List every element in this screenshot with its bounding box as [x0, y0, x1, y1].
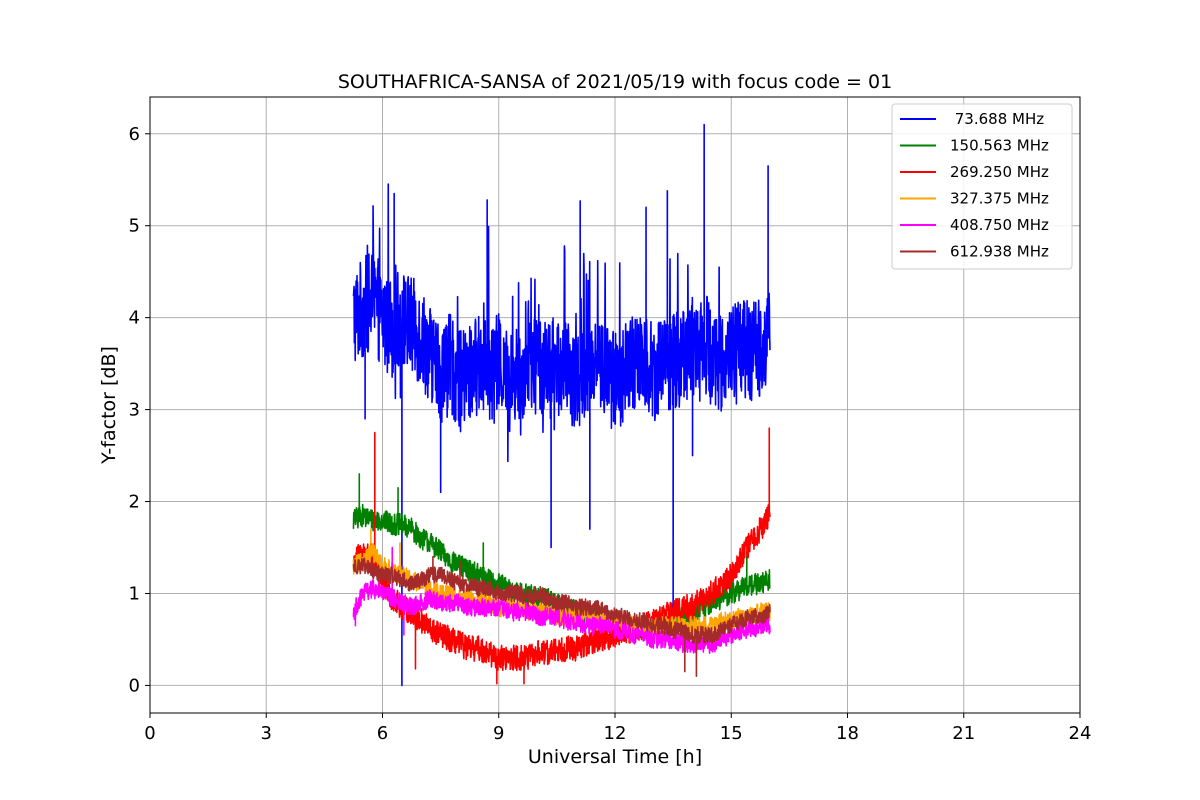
- y-tick-label: 0: [129, 675, 140, 696]
- series-line-4: [352, 546, 771, 654]
- y-tick-label: 5: [129, 216, 140, 237]
- legend-entry: 408.750 MHz: [950, 216, 1049, 234]
- x-tick-label: 21: [952, 723, 975, 744]
- y-tick-label: 6: [129, 124, 140, 145]
- y-axis-label: Y-factor [dB]: [98, 346, 120, 465]
- x-axis: 0 3 6 9 12 15 18 21 24: [144, 713, 1091, 744]
- legend-box: [891, 103, 1073, 270]
- legend-entry: 269.250 MHz: [950, 163, 1049, 181]
- y-tick-label: 4: [129, 308, 140, 329]
- legend-entry: 327.375 MHz: [950, 190, 1049, 208]
- legend: 73.688 MHz 150.563 MHz 269.250 MHz 327.375 …: [891, 103, 1073, 270]
- y-axis: 0 1 2 3 4 5 6: [129, 124, 150, 696]
- x-tick-label: 24: [1069, 723, 1092, 744]
- chart-title: SOUTHAFRICA-SANSA of 2021/05/19 with foc…: [338, 71, 892, 93]
- series-line-2: [352, 427, 771, 685]
- x-tick-label: 18: [836, 723, 859, 744]
- legend-entry: 612.938 MHz: [950, 243, 1049, 261]
- x-axis-label: Universal Time [h]: [528, 746, 702, 768]
- x-tick-label: 0: [144, 723, 155, 744]
- legend-entry: 73.688 MHz: [950, 110, 1044, 128]
- x-tick-label: 6: [377, 723, 388, 744]
- y-tick-label: 2: [129, 492, 140, 513]
- x-tick-label: 3: [261, 723, 272, 744]
- legend-entry: 150.563 MHz: [950, 137, 1049, 155]
- x-tick-label: 12: [604, 723, 627, 744]
- x-tick-label: 9: [493, 723, 504, 744]
- y-tick-label: 1: [129, 583, 140, 604]
- series-line-0: [352, 123, 771, 687]
- series-line-5: [352, 555, 771, 678]
- y-tick-label: 3: [129, 400, 140, 421]
- plot-series-group: [352, 123, 771, 687]
- x-tick-label: 15: [720, 723, 743, 744]
